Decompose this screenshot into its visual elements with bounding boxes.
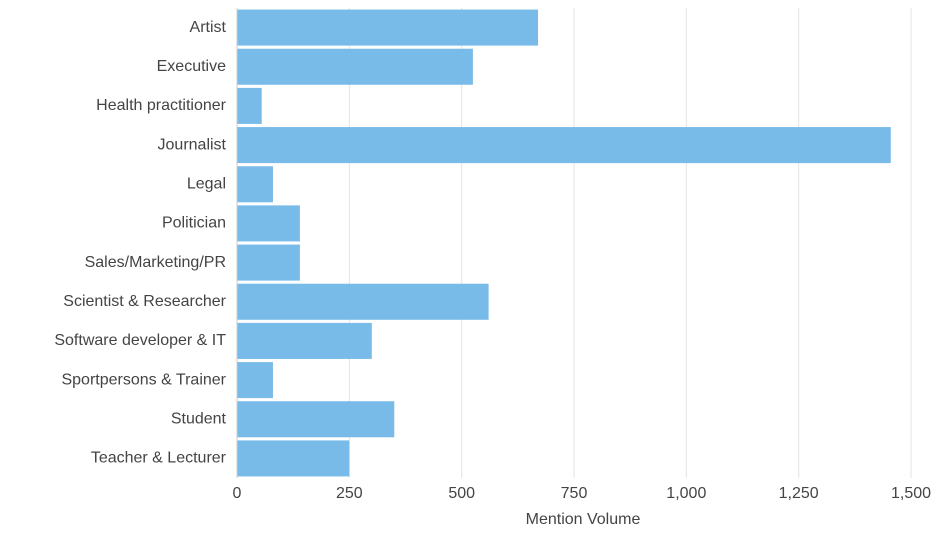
y-tick-label: Health practitioner [96, 97, 227, 114]
x-tick-label: 1,250 [779, 485, 819, 502]
y-tick-label: Sales/Marketing/PR [85, 254, 226, 271]
x-tick-label: 0 [233, 485, 242, 502]
y-tick-label: Politician [162, 215, 226, 232]
bar [237, 127, 891, 164]
x-tick-label: 1,000 [666, 485, 706, 502]
x-tick-label: 1,500 [891, 485, 931, 502]
bar [237, 166, 273, 203]
bar [237, 322, 372, 359]
bar [237, 362, 273, 399]
y-tick-label: Student [171, 410, 227, 427]
bar [237, 244, 300, 281]
bar [237, 87, 262, 124]
bar [237, 283, 489, 320]
bar [237, 401, 395, 438]
x-axis-label: Mention Volume [526, 511, 641, 528]
y-tick-label: Artist [190, 19, 227, 36]
y-tick-label: Software developer & IT [54, 332, 226, 349]
y-tick-label: Sportpersons & Trainer [61, 371, 226, 388]
x-tick-label: 500 [448, 485, 475, 502]
y-tick-label: Executive [157, 58, 226, 75]
bar [237, 48, 473, 85]
bar [237, 9, 539, 46]
y-tick-label: Scientist & Researcher [63, 293, 226, 310]
y-tick-label: Legal [187, 175, 226, 192]
bar [237, 440, 350, 477]
y-tick-label: Journalist [158, 136, 227, 153]
x-tick-label: 250 [336, 485, 363, 502]
y-tick-label: Teacher & Lecturer [91, 450, 227, 467]
x-tick-label: 750 [561, 485, 588, 502]
bar [237, 205, 300, 242]
